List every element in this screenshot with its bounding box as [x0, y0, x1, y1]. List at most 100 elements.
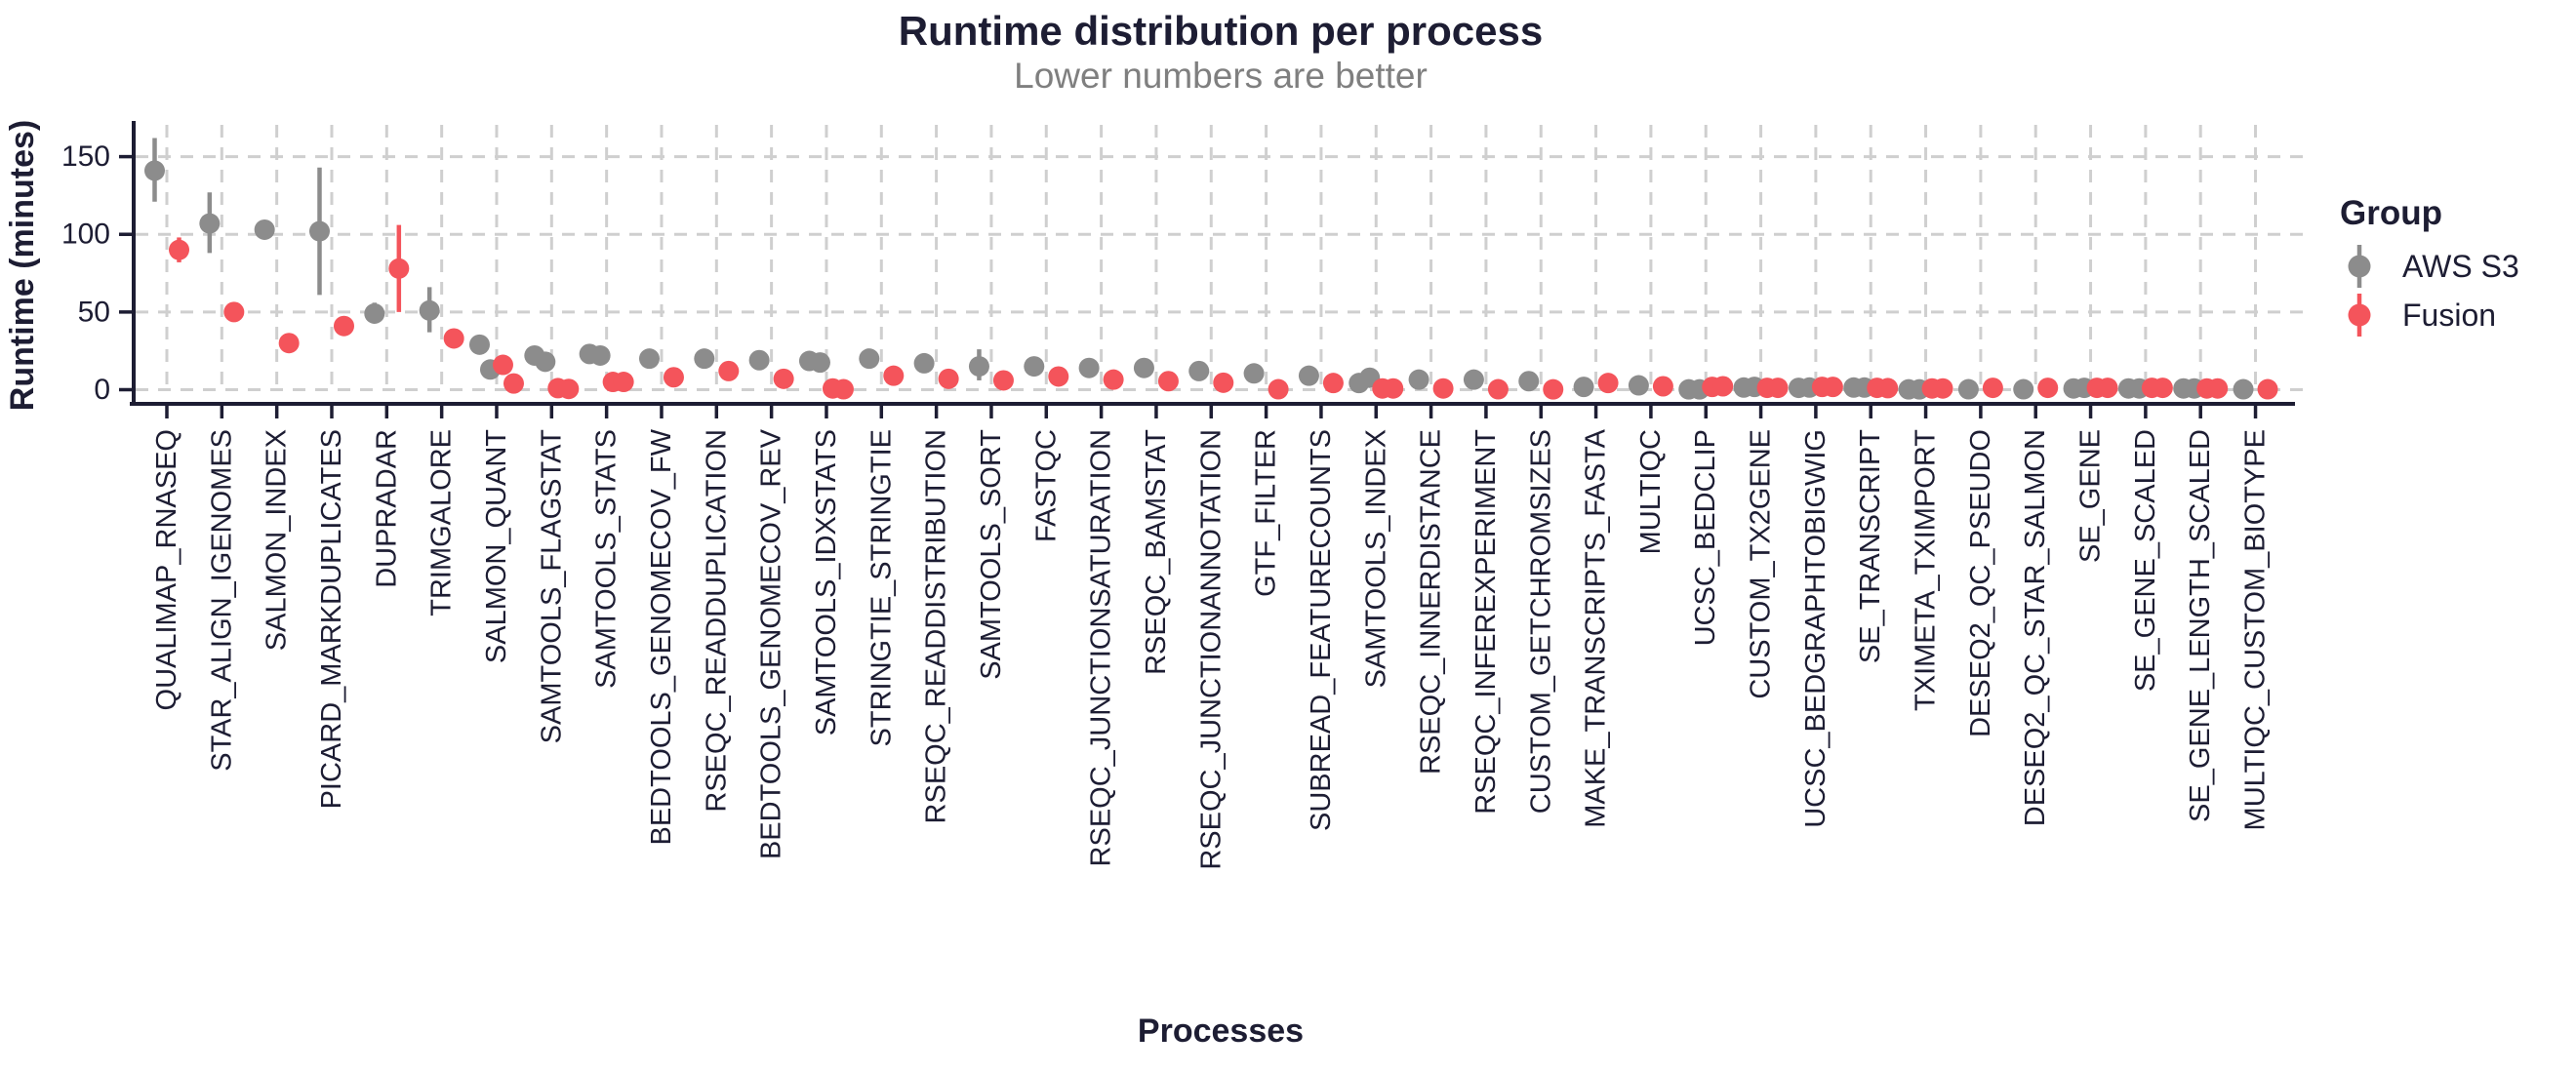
data-point-fusion: [2097, 378, 2118, 399]
data-point-aws_s3: [1243, 363, 1265, 384]
data-point-aws_s3: [2013, 378, 2034, 400]
data-point-aws_s3: [1024, 356, 1045, 378]
x-category-label: SALMON_INDEX: [262, 429, 293, 651]
x-category-label: BEDTOOLS_GENOMECOV_FW: [646, 428, 677, 845]
data-point-fusion: [1048, 366, 1069, 387]
y-tick-label: 50: [78, 296, 110, 328]
data-point-fusion: [1157, 371, 1179, 392]
legend-key-dot-aws-s3-icon: [2348, 255, 2371, 278]
x-category-label: RSEQC_INNERDISTANCE: [1416, 429, 1447, 775]
x-category-label: SALMON_QUANT: [481, 429, 512, 663]
data-point-fusion: [223, 301, 245, 323]
x-category-label: TRIMGALORE: [426, 429, 458, 616]
data-point-aws_s3: [1463, 369, 1484, 390]
data-point-fusion: [718, 360, 740, 381]
legend-entry-fusion: Fusion: [2348, 294, 2496, 337]
x-category-label: SAMTOOLS_STATS: [591, 429, 623, 689]
data-point-fusion: [492, 354, 513, 376]
x-category-label: CUSTOM_GETCHROMSIZES: [1525, 429, 1556, 814]
data-point-aws_s3: [308, 220, 330, 242]
data-point-fusion: [443, 328, 464, 349]
data-point-fusion: [1767, 378, 1789, 399]
data-point-fusion: [1268, 378, 1289, 400]
x-category-label: RSEQC_JUNCTIONSATURATION: [1086, 429, 1117, 866]
data-point-fusion: [883, 365, 905, 386]
x-category-label: MAKE_TRANSCRIPTS_FASTA: [1581, 428, 1612, 827]
data-point-aws_s3: [1078, 357, 1100, 378]
x-category-label: STAR_ALIGN_IGENOMES: [206, 429, 237, 772]
data-point-aws_s3: [1408, 369, 1429, 390]
data-point-fusion: [1822, 377, 1843, 398]
data-point-fusion: [1877, 378, 1899, 399]
x-category-label: UCSC_BEDCLIP: [1690, 429, 1721, 646]
y-tick-label: 100: [61, 219, 110, 251]
data-point-fusion: [1487, 378, 1509, 400]
legend-entry-aws-s3: AWS S3: [2348, 245, 2519, 288]
x-category-label: SAMTOOLS_FLAGSTAT: [536, 429, 567, 744]
data-point-aws_s3: [1188, 360, 1210, 381]
data-point-aws_s3: [199, 213, 221, 234]
data-point-fusion: [1213, 372, 1234, 393]
data-point-aws_s3: [809, 352, 830, 374]
data-point-fusion: [1597, 373, 1619, 394]
data-point-fusion: [169, 239, 189, 260]
data-point-fusion: [1712, 376, 1734, 397]
data-point-aws_s3: [419, 299, 440, 321]
x-category-label: SE_TRANSCRIPT: [1855, 429, 1886, 663]
data-point-aws_s3: [913, 352, 935, 374]
data-point-aws_s3: [1298, 365, 1319, 386]
data-point-aws_s3: [144, 160, 165, 181]
chart-title: Runtime distribution per process: [899, 8, 1543, 54]
x-category-label: SAMTOOLS_IDXSTATS: [811, 429, 842, 735]
x-category-label: SAMTOOLS_INDEX: [1360, 429, 1391, 688]
data-point-fusion: [2037, 378, 2059, 399]
data-point-aws_s3: [1518, 371, 1540, 392]
legend-label-aws-s3: AWS S3: [2402, 249, 2519, 284]
legend-label-fusion: Fusion: [2402, 298, 2496, 333]
x-category-label: DESEQ2_QC_PSEUDO: [1965, 429, 1996, 737]
x-category-label: MULTIQC: [1635, 429, 1667, 554]
data-point-fusion: [1652, 376, 1673, 397]
data-point-fusion: [613, 372, 634, 393]
data-point-fusion: [938, 368, 959, 389]
x-category-label: STRINGTIE_STRINGTIE: [865, 429, 897, 746]
x-category-label: SAMTOOLS_SORT: [976, 429, 1007, 680]
data-point-fusion: [503, 373, 524, 394]
x-category-label: CUSTOM_TX2GENE: [1746, 429, 1777, 699]
x-category-label: GTF_FILTER: [1251, 429, 1282, 597]
y-axis-title: Runtime (minutes): [4, 120, 41, 411]
x-category-label: UCSC_BEDGRAPHTOBIGWIG: [1800, 429, 1831, 828]
data-point-aws_s3: [638, 348, 660, 370]
data-point-fusion: [663, 367, 684, 388]
legend-title: Group: [2340, 194, 2442, 232]
x-category-label: MULTIQC_CUSTOM_BIOTYPE: [2240, 429, 2272, 830]
data-point-aws_s3: [535, 351, 556, 373]
data-point-aws_s3: [1957, 378, 1979, 400]
data-point-fusion: [2257, 378, 2278, 400]
x-axis-title: Processes: [1138, 1013, 1304, 1050]
x-category-label: PICARD_MARKDUPLICATES: [316, 429, 347, 809]
y-tick-label: 150: [61, 140, 110, 173]
x-category-label: RSEQC_INFEREXPERIMENT: [1470, 429, 1502, 815]
chart-subtitle: Lower numbers are better: [1014, 56, 1428, 96]
data-point-aws_s3: [1573, 377, 1594, 398]
x-category-label: RSEQC_READDISTRIBUTION: [921, 429, 952, 823]
data-point-fusion: [558, 378, 580, 400]
data-point-fusion: [832, 378, 854, 400]
data-point-aws_s3: [589, 344, 611, 366]
data-point-aws_s3: [1133, 357, 1154, 378]
data-point-aws_s3: [2233, 378, 2254, 400]
x-category-label: RSEQC_JUNCTIONANNOTATION: [1195, 429, 1227, 870]
plot-panel: 0 50 100 150 QUALIMAP_RNASEQ STAR_ALIGN_IGENO…: [61, 121, 2308, 870]
data-point-aws_s3: [968, 356, 989, 378]
data-point-fusion: [773, 368, 794, 389]
data-point-fusion: [1383, 378, 1404, 399]
x-category-label: DESEQ2_QC_STAR_SALMON: [2020, 429, 2051, 826]
x-category-label: SE_GENE: [2075, 429, 2107, 563]
x-category-label: SE_GENE_LENGTH_SCALED: [2185, 429, 2216, 822]
data-point-aws_s3: [859, 348, 880, 370]
data-point-fusion: [992, 370, 1014, 391]
data-point-fusion: [388, 258, 410, 279]
